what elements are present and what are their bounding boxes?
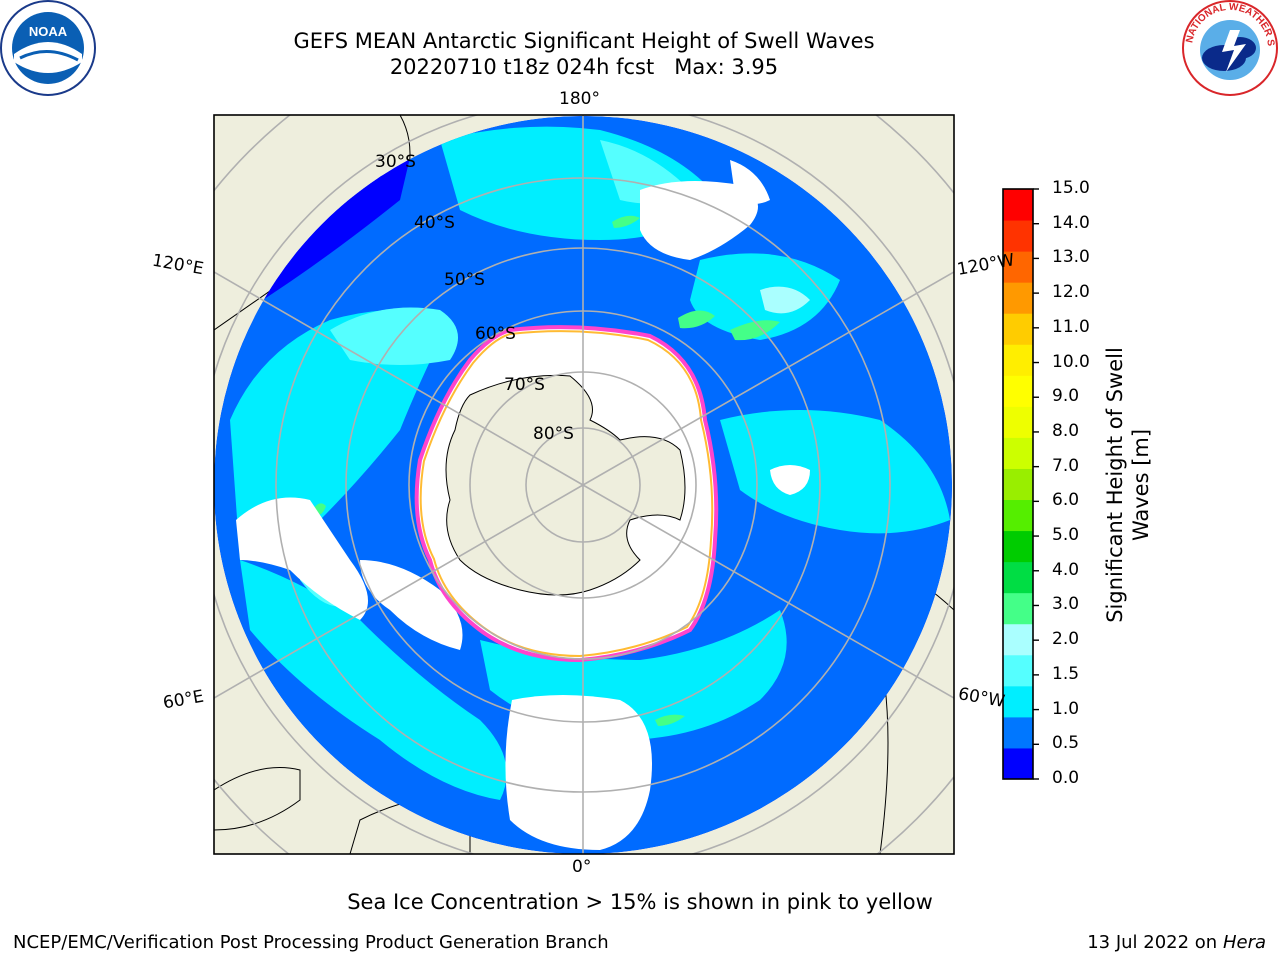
colorbar-swatch: [1003, 406, 1033, 438]
colorbar-label-line2: Waves [m]: [1129, 429, 1153, 541]
colorbar-tick-label: 9.0: [1052, 386, 1080, 407]
colorbar-tick-label: 0.0: [1052, 768, 1080, 788]
lat-label-50s: 50°S: [444, 270, 485, 290]
lat-label-60s: 60°S: [475, 324, 516, 344]
colorbar-swatch: [1003, 654, 1033, 687]
colorbar-frame: [1002, 188, 1034, 780]
lat-label-30s: 30°S: [375, 152, 416, 172]
colorbar: [1002, 188, 1039, 780]
graticule: [214, 115, 954, 854]
nws-logo: NATIONAL WEATHER SERVICE: [0, 0, 1278, 96]
colorbar-tick-label: 5.0: [1052, 525, 1080, 546]
colorbar-label: Significant Height of Swell Waves [m]: [1103, 347, 1153, 623]
colorbar-swatch: [1003, 561, 1033, 594]
colorbar-tick-label: 1.0: [1052, 698, 1080, 719]
colorbar-tick-label: 3.0: [1052, 594, 1080, 615]
date-text: 13 Jul 2022 on Hera: [1087, 932, 1266, 953]
sea-ice-note: Sea Ice Concentration > 15% is shown in …: [347, 890, 933, 914]
colorbar-swatch: [1003, 313, 1033, 345]
colorbar-tick-label: 0.5: [1052, 733, 1080, 754]
colorbar-swatch: [1003, 716, 1033, 749]
colorbar-swatch: [1003, 220, 1033, 252]
map-frame: [213, 114, 955, 855]
colorbar-swatch: [1003, 592, 1033, 625]
lat-label-80s: 80°S: [533, 424, 574, 444]
chart-subtitle: 20220710 t18z 024h fcst Max: 3.95: [389, 55, 779, 79]
colorbar-swatch: [1003, 437, 1033, 469]
lat-label-70s: 70°S: [504, 375, 545, 395]
colorbar-tick-label: 11.0: [1052, 316, 1090, 337]
colorbar-swatch: [1003, 747, 1033, 780]
colorbar-swatch: [1003, 375, 1033, 407]
colorbar-tick-label: 4.0: [1052, 559, 1080, 580]
map-panel: [214, 115, 954, 854]
noaa-logo-text: NOAA: [29, 24, 68, 39]
colorbar-swatch: [1003, 499, 1033, 532]
colorbar-swatch: [1003, 282, 1033, 314]
colorbar-tick-label: 6.0: [1052, 490, 1080, 511]
colorbar-tick-label: 15.0: [1052, 178, 1090, 198]
colorbar-swatch: [1003, 685, 1033, 718]
colorbar-swatch: [1003, 344, 1033, 376]
colorbar-swatch: [1003, 468, 1033, 501]
nws-logo-text: NATIONAL WEATHER SERVICE: [0, 0, 1276, 47]
noaa-logo: NOAA: [0, 0, 96, 96]
svg-text:NATIONAL WEATHER SERVICE: NATIONAL WEATHER SERVICE: [0, 0, 1276, 47]
colorbar-tick-label: 12.0: [1052, 282, 1090, 303]
colorbar-swatch: [1003, 251, 1033, 283]
colorbar-swatch: [1003, 189, 1033, 221]
lon-label-0: 0°: [572, 857, 592, 877]
colorbar-tick-label: 7.0: [1052, 455, 1080, 476]
chart-title: GEFS MEAN Antarctic Significant Height o…: [293, 29, 875, 53]
colorbar-tick-label: 8.0: [1052, 420, 1080, 441]
colorbar-tick-label: 1.5: [1052, 663, 1080, 684]
machine-name: Hera: [1222, 932, 1266, 953]
colorbar-swatch: [1003, 530, 1033, 563]
colorbar-tick-label: 14.0: [1052, 212, 1090, 233]
date-value: 13 Jul 2022 on: [1087, 932, 1218, 953]
colorbar-tick-label: 2.0: [1052, 629, 1080, 650]
credit-text: NCEP/EMC/Verification Post Processing Pr…: [13, 932, 609, 953]
lat-label-40s: 40°S: [414, 213, 455, 233]
colorbar-tick-label: 10.0: [1052, 351, 1090, 372]
colorbar-swatch: [1003, 623, 1033, 656]
colorbar-tick-label: 13.0: [1052, 247, 1090, 268]
colorbar-label-line1: Significant Height of Swell: [1103, 347, 1127, 623]
lon-label-180: 180°: [559, 89, 600, 109]
